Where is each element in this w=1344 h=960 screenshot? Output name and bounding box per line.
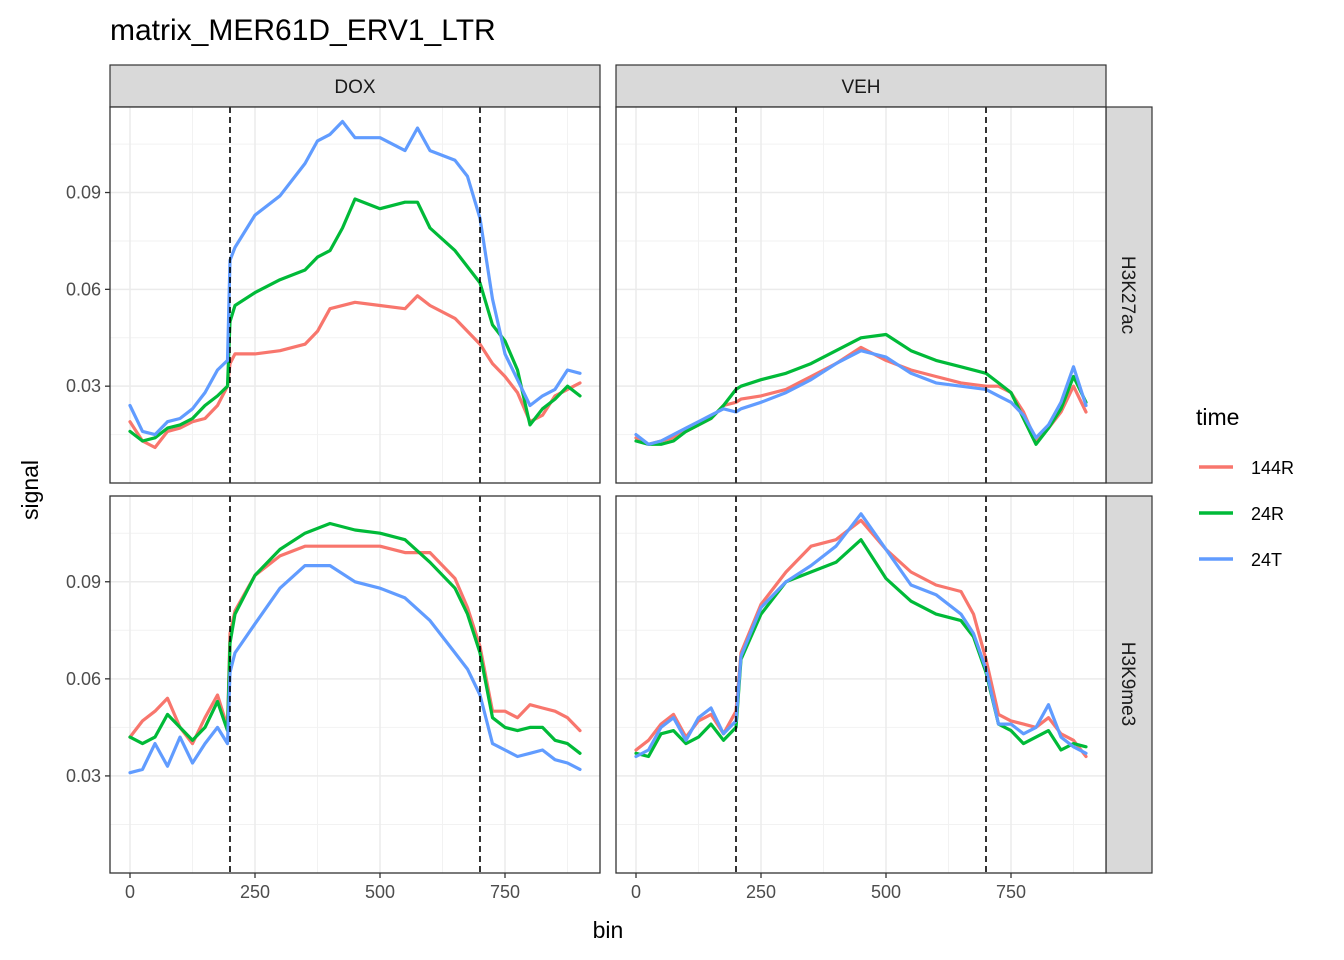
strip-col-veh [615,64,1107,108]
series-line-24r [634,538,1088,759]
column-strips: DOX VEH [109,64,1107,108]
chart-title: matrix_MER61D_ERV1_LTR [110,14,496,47]
strip-label-veh: VEH [841,77,880,98]
series-line-24t [634,512,1088,759]
panel-dox-h3k9me3-border [109,495,601,874]
legend-label-24t: 24T [1251,550,1282,570]
x-axis-title: bin [593,917,624,943]
y-tick-label: 0.03 [66,766,101,786]
x-tick-label: 250 [240,882,270,902]
panel-dox-h3k27ac-border [109,106,601,484]
series-line-24t [128,119,582,437]
series-line-24t [634,349,1088,446]
x-tick-label: 750 [996,882,1026,902]
legend-label-144r: 144R [1251,458,1294,478]
panel-veh-h3k27ac-border [615,106,1107,484]
row-strips: H3K27ac H3K9me3 [1105,106,1153,874]
strip-label-h3k27ac: H3K27ac [1117,256,1138,334]
x-tick-label: 750 [490,882,520,902]
strip-col-dox [109,64,601,108]
strip-label-h3k9me3: H3K9me3 [1117,642,1138,727]
panel-veh-h3k9me3-border [615,495,1107,874]
y-tick-label: 0.06 [66,669,101,689]
series-line-24t [128,563,582,775]
y-axis-title: signal [17,460,43,520]
panel-dox-h3k9me3-background [110,496,600,873]
series-line-144r [128,544,582,746]
y-tick-label: 0.03 [66,376,101,396]
series-line-24r [634,332,1088,446]
series-line-24r [128,521,582,755]
strip-label-dox: DOX [334,77,376,98]
panels [109,106,1107,874]
panel-veh-h3k9me3-background [616,496,1106,873]
y-tick-label: 0.09 [66,572,101,592]
axes: 0.03 0.06 0.09 0.03 0.06 0.09 0 250 500 750 0 250 50… [66,183,1026,902]
panel-veh-h3k9me3 [615,495,1107,874]
strip-row-h3k27ac [1105,106,1153,484]
strip-row-h3k9me3 [1105,495,1153,874]
series-line-144r [128,294,582,450]
legend-title: time [1196,404,1239,430]
y-tick-label: 0.06 [66,279,101,299]
x-tick-label: 0 [125,882,135,902]
x-tick-label: 500 [871,882,901,902]
legend-label-24r: 24R [1251,504,1284,524]
legend-entries: 144R 24R 24T [1199,458,1294,570]
x-tick-label: 500 [365,882,395,902]
panel-dox-h3k27ac [109,106,601,484]
x-tick-label: 0 [631,882,641,902]
legend: time 144R 24R 24T [1196,404,1294,570]
panel-dox-h3k9me3 [109,495,601,874]
series-line-24r [128,197,582,443]
panel-veh-h3k27ac [615,106,1107,484]
x-tick-label: 250 [746,882,776,902]
y-tick-label: 0.09 [66,183,101,203]
